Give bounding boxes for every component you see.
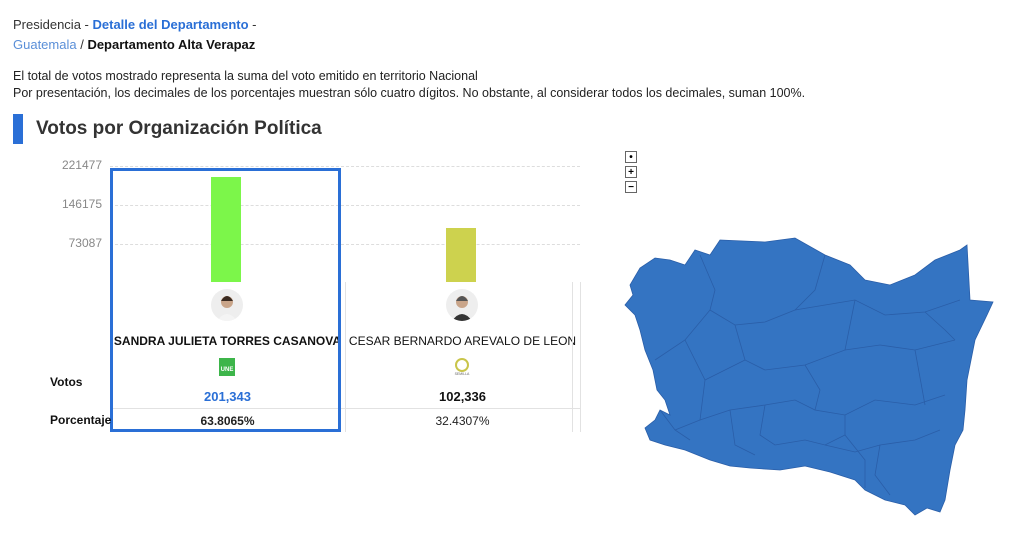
breadcrumb-separator: - xyxy=(248,17,257,32)
map-border xyxy=(659,409,691,441)
vote-bar[interactable] xyxy=(211,176,241,282)
column-divider xyxy=(572,282,573,432)
svg-text:UNE: UNE xyxy=(221,367,234,373)
candidate-percentage: 32.4307% xyxy=(435,414,490,428)
column-divider xyxy=(345,282,346,432)
map-border xyxy=(794,299,961,316)
map-border xyxy=(674,339,706,431)
map-border xyxy=(734,299,856,371)
y-tick-label: 146175 xyxy=(61,197,102,212)
map-border xyxy=(699,254,826,326)
section-header: Votos por Organización Política xyxy=(13,114,322,144)
breadcrumb-separator: - xyxy=(80,17,93,32)
map-outline[interactable] xyxy=(624,237,994,516)
municipalities[interactable] xyxy=(624,237,994,516)
breadcrumb: Presidencia - Detalle del Departamento - xyxy=(13,17,257,32)
section-title: Votos por Organización Política xyxy=(36,118,322,139)
selected-candidate-highlight[interactable] xyxy=(110,168,341,432)
map-border xyxy=(874,444,891,496)
candidate-name: CESAR BERNARDO AREVALO DE LEON xyxy=(348,334,577,348)
breadcrumb-location: Guatemala / Departamento Alta Verapaz xyxy=(13,37,255,52)
department-map[interactable] xyxy=(615,230,995,520)
column-divider xyxy=(580,282,581,432)
gridline xyxy=(110,166,580,167)
map-zoom-out-button[interactable]: − xyxy=(625,181,637,193)
section-accent-bar xyxy=(13,114,23,144)
notes: El total de votos mostrado representa la… xyxy=(13,68,805,102)
candidate-votes: 201,343 xyxy=(204,389,251,404)
map-border xyxy=(729,409,756,456)
svg-text:SEMILLA: SEMILLA xyxy=(455,372,470,376)
candidate-votes: 102,336 xyxy=(439,389,486,404)
y-tick-label: 221477 xyxy=(61,158,102,172)
map-zoom-in-button[interactable]: + xyxy=(625,166,637,178)
breadcrumb-current: Departamento Alta Verapaz xyxy=(87,37,256,52)
candidate-name: SANDRA JULIETA TORRES CASANOVA xyxy=(113,334,342,348)
candidate-avatar xyxy=(211,289,243,321)
gridline xyxy=(110,205,580,207)
map-border xyxy=(704,359,746,381)
note-line-1: El total de votos mostrado representa la… xyxy=(13,69,478,83)
note-line-2: Por presentación, los decimales de los p… xyxy=(13,86,806,100)
breadcrumb-root: Presidencia xyxy=(13,17,81,32)
gridline xyxy=(110,243,580,245)
party-logo-icon: SEMILLA xyxy=(453,357,471,377)
votes-row-label: Votos xyxy=(50,375,83,389)
map-reset-button[interactable]: • xyxy=(625,151,637,163)
map-border xyxy=(924,311,956,341)
breadcrumb-country-link[interactable]: Guatemala xyxy=(13,37,77,52)
breadcrumb-separator: / xyxy=(76,37,88,52)
percentage-row-label: Porcentaje xyxy=(50,413,112,427)
y-tick-label: 73087 xyxy=(68,235,102,250)
party-logo-icon: UNE xyxy=(218,357,236,377)
candidate-avatar xyxy=(446,289,478,321)
vote-bar[interactable] xyxy=(446,228,476,282)
map-border xyxy=(914,349,926,406)
map-border xyxy=(844,434,866,488)
map-border xyxy=(844,339,956,351)
breadcrumb-detail-link[interactable]: Detalle del Departamento xyxy=(92,17,249,32)
candidate-percentage: 63.8065% xyxy=(200,414,255,428)
